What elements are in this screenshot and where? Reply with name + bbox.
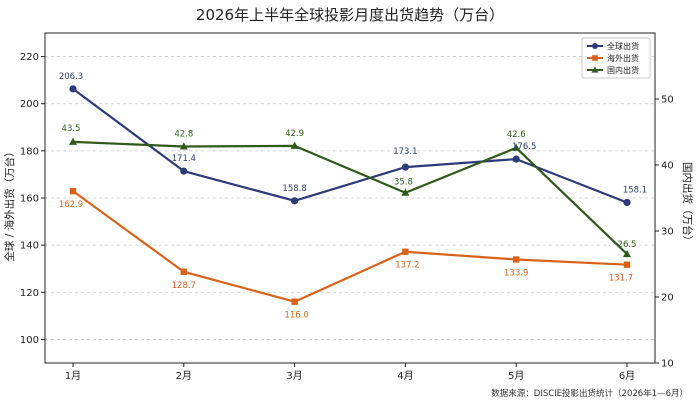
data-labels: 206.3 171.4 158.8 173.1 176.5 158.1 162.9 128.7… (59, 72, 647, 321)
legend-label-domestic: 国内出货 (607, 65, 639, 75)
x-tick-label: 3月 (286, 370, 302, 382)
data-point-global (623, 198, 631, 207)
data-point-domestic (290, 141, 299, 149)
x-tick-label: 6月 (619, 370, 635, 382)
data-label: 162.9 (59, 200, 83, 210)
data-point-global (512, 155, 520, 163)
data-point-overseas (291, 298, 298, 305)
y-tick-label-left: 160 (20, 194, 39, 205)
data-point-overseas (180, 268, 187, 275)
y-axis-label-left: 全球 / 海外出货（万台） (3, 146, 16, 261)
legend-label-global: 全球出货 (607, 41, 639, 51)
data-label: 206.3 (59, 72, 83, 82)
legend-marker-global (592, 43, 598, 49)
y-tick-label-right: 50 (661, 95, 674, 106)
data-point-global (291, 197, 299, 205)
y-tick-label-left: 200 (20, 99, 39, 110)
y-tick-label-right: 30 (661, 227, 674, 238)
data-point-domestic (512, 143, 521, 151)
y-tick-label-left: 220 (20, 52, 39, 63)
series-line-overseas (72, 190, 628, 303)
data-label: 42.9 (285, 129, 304, 139)
legend-marker-domestic (591, 66, 599, 73)
data-label: 128.7 (172, 281, 196, 291)
data-point-domestic (623, 249, 631, 258)
x-tick-label: 2月 (176, 370, 192, 382)
data-point-domestic (69, 137, 77, 145)
data-point-domestic (179, 142, 188, 150)
data-label: 42.8 (174, 130, 193, 140)
data-label: 176.5 (512, 142, 536, 152)
data-label: 42.6 (507, 130, 526, 140)
data-point-overseas (69, 187, 77, 195)
data-label: 158.1 (623, 185, 647, 195)
data-label: 35.8 (394, 178, 413, 188)
chart-title: 2026年上半年全球投影月度出货趋势（万台） (196, 6, 504, 24)
data-point-overseas (402, 248, 409, 255)
x-tick-label: 1月 (65, 370, 81, 382)
data-point-global (180, 167, 188, 175)
y-tick-label-right: 40 (661, 161, 674, 172)
source-note: 数据来源：DISCIE投影出货统计（2026年1—6月） (491, 388, 688, 399)
y-tick-label-left: 100 (20, 335, 39, 346)
legend-marker-overseas (592, 55, 598, 61)
data-label: 137.2 (395, 261, 419, 271)
data-point-global (69, 85, 77, 93)
data-label: 43.5 (62, 124, 81, 134)
data-point-domestic (401, 188, 410, 196)
data-label: 131.7 (609, 274, 633, 284)
data-label: 158.8 (282, 184, 306, 194)
data-label: 116.0 (284, 311, 308, 321)
y-tick-label-left: 180 (20, 146, 39, 157)
series-group (69, 85, 631, 305)
y-tick-label-right: 10 (661, 359, 674, 370)
data-label: 133.9 (504, 269, 528, 279)
y-tick-label-right: 20 (661, 293, 674, 304)
grid-lines (45, 56, 655, 340)
data-label: 171.4 (172, 154, 196, 164)
data-label: 173.1 (393, 147, 417, 157)
y-tick-label-left: 140 (20, 241, 39, 252)
x-tick-label: 4月 (397, 370, 413, 382)
y-axis-label-right: 国内出货（万台） (681, 162, 694, 246)
data-point-global (401, 163, 409, 171)
legend-label-overseas: 海外出货 (607, 53, 639, 63)
data-point-overseas (623, 261, 631, 268)
data-point-overseas (513, 256, 520, 263)
y-tick-label-left: 120 (20, 288, 39, 299)
legend-box (581, 37, 651, 79)
x-tick-label: 5月 (508, 370, 524, 382)
data-label: 26.5 (618, 240, 637, 250)
series-line-domestic (72, 140, 628, 255)
axes: 100 120 140 160 180 200 220 10 20 30 40 50 1月 2月 3月 4月 5… (20, 32, 674, 382)
